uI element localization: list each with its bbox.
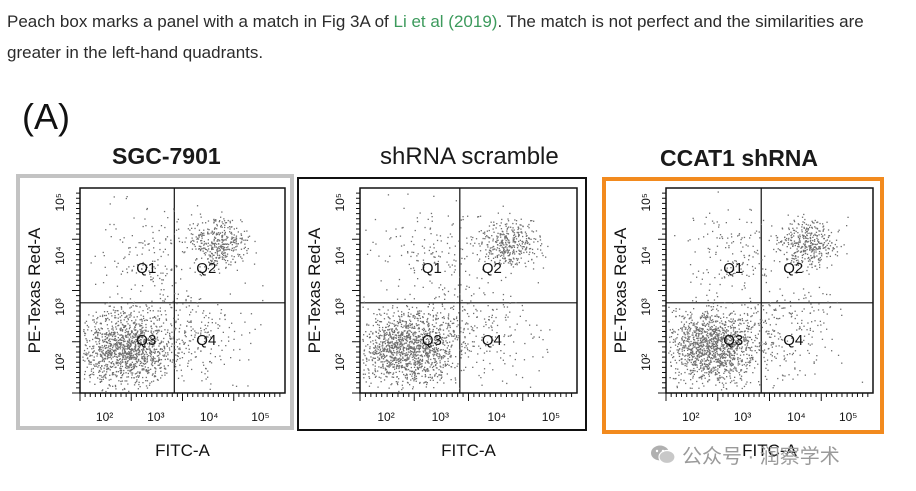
y-axis-label: PE-Texas Red-A xyxy=(305,227,324,353)
y-tick-label: 10² xyxy=(333,354,347,371)
quadrant-label-q4: Q4 xyxy=(783,332,803,349)
x-tick-label: 10⁵ xyxy=(839,410,857,424)
x-tick-label: 10⁴ xyxy=(487,410,506,424)
plot-area xyxy=(665,187,874,394)
wechat-icon xyxy=(650,444,676,472)
quadrant-label-q1: Q1 xyxy=(723,260,743,277)
y-tick-label: 10⁵ xyxy=(639,193,653,211)
x-tick-label: 10² xyxy=(377,410,394,424)
x-tick-label: 10³ xyxy=(147,410,164,424)
dot-cloud xyxy=(362,193,551,393)
quadrant-label-q4: Q4 xyxy=(196,332,216,349)
panel-frame-shrna-scramble xyxy=(297,177,587,431)
quadrant-label-q3: Q3 xyxy=(723,332,743,349)
y-tick-label: 10² xyxy=(53,354,67,371)
reference-link[interactable]: Li et al (2019) xyxy=(393,12,498,31)
y-tick-label: 10³ xyxy=(333,298,347,315)
panel-title-ccat1-shrna: CCAT1 shRNA xyxy=(660,145,819,171)
x-tick-label: 10² xyxy=(96,410,113,424)
caption-after: . The match is not perfect and the simil… xyxy=(7,12,864,62)
dot-cloud xyxy=(668,191,864,391)
y-axis-label: PE-Texas Red-A xyxy=(611,227,630,353)
x-tick-label: 10² xyxy=(682,410,699,424)
plot-area xyxy=(359,187,578,394)
watermark: 公众号 · 润察学术 xyxy=(650,440,840,472)
x-tick-label: 10⁴ xyxy=(787,410,806,424)
y-tick-label: 10³ xyxy=(639,298,653,315)
panel-frame-ccat1-shrna-highlight xyxy=(602,177,884,434)
plot-area xyxy=(79,187,286,394)
quadrant-label-q3: Q3 xyxy=(422,332,442,349)
caption-text: Peach box marks a panel with a match in … xyxy=(7,6,907,68)
x-tick-label: 10⁴ xyxy=(200,410,219,424)
watermark-text: 公众号 · 润察学术 xyxy=(682,446,840,468)
quadrant-label-q1: Q1 xyxy=(422,260,442,277)
y-tick-label: 10⁴ xyxy=(639,246,653,265)
quadrant-label-q2: Q2 xyxy=(783,260,803,277)
y-tick-label: 10² xyxy=(639,354,653,371)
dot-cloud xyxy=(82,196,264,393)
flow-plot-ccat1-shrna: PE-Texas Red-A 10² 10³ 10⁴ 10⁵ Q1 Q2 Q3 Q4 10² 10³… xyxy=(611,187,874,460)
quadrant-label-q4: Q4 xyxy=(482,332,502,349)
x-tick-label: 10⁵ xyxy=(251,410,269,424)
panel-frame-sgc7901 xyxy=(16,174,294,430)
y-tick-label: 10⁴ xyxy=(333,246,347,265)
caption-before: Peach box marks a panel with a match in … xyxy=(7,12,394,31)
x-tick-label: 10⁵ xyxy=(542,410,560,424)
x-axis-label: FITC-A xyxy=(155,441,210,460)
x-tick-label: 10³ xyxy=(734,410,751,424)
panel-title-shrna-scramble: shRNA scramble xyxy=(380,143,559,170)
y-tick-label: 10⁵ xyxy=(333,193,347,211)
flow-plot-shrna-scramble: PE-Texas Red-A 10² 10³ 10⁴ 10⁵ Q1 Q2 Q3 Q4 10² 10³… xyxy=(305,187,578,460)
panel-title-sgc7901: SGC-7901 xyxy=(112,143,221,169)
quadrant-label-q3: Q3 xyxy=(136,332,156,349)
y-tick-label: 10⁴ xyxy=(53,246,67,265)
flow-plot-sgc7901: PE-Texas Red-A 10² 10³ 10⁴ 10⁵ Q1 Q2 Q3 Q4 10² 10³… xyxy=(25,187,286,460)
x-tick-label: 10³ xyxy=(432,410,449,424)
figure-label: (A) xyxy=(22,96,70,137)
quadrant-label-q1: Q1 xyxy=(136,260,156,277)
quadrant-label-q2: Q2 xyxy=(482,260,502,277)
x-axis-label: FITC-A xyxy=(742,441,797,460)
quadrant-label-q2: Q2 xyxy=(196,260,216,277)
y-axis-label: PE-Texas Red-A xyxy=(25,227,44,353)
y-tick-label: 10³ xyxy=(53,298,67,315)
y-tick-label: 10⁵ xyxy=(53,193,67,211)
x-axis-label: FITC-A xyxy=(441,441,496,460)
